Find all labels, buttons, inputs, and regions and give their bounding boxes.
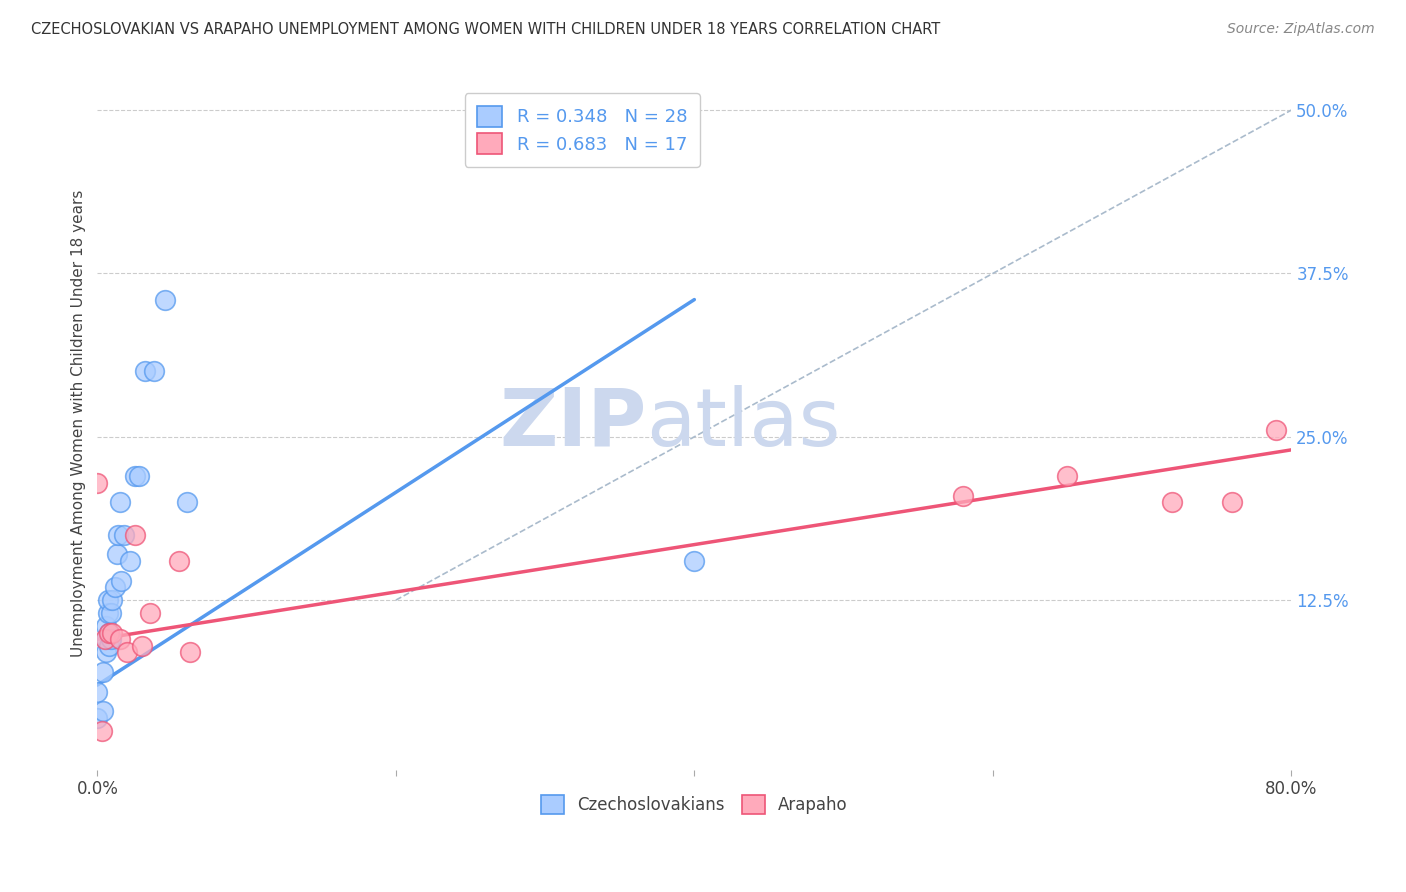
Point: [1161, 495, 1184, 509]
Point: [683, 554, 706, 568]
Point: [98, 625, 121, 640]
Point: [98, 639, 121, 653]
Point: [179, 645, 201, 659]
Point: [128, 469, 150, 483]
Point: [112, 528, 135, 542]
Point: [101, 593, 124, 607]
Text: Source: ZipAtlas.com: Source: ZipAtlas.com: [1227, 22, 1375, 37]
Point: [115, 645, 138, 659]
Point: [96, 632, 118, 647]
Point: [100, 606, 122, 620]
Point: [94, 632, 117, 647]
Point: [120, 554, 142, 568]
Point: [169, 554, 191, 568]
Point: [108, 495, 131, 509]
Point: [131, 639, 153, 653]
Point: [153, 293, 176, 307]
Y-axis label: Unemployment Among Women with Children Under 18 years: Unemployment Among Women with Children U…: [72, 190, 86, 657]
Point: [101, 625, 124, 640]
Point: [1056, 469, 1078, 483]
Point: [107, 528, 129, 542]
Text: ZIP: ZIP: [499, 384, 647, 463]
Point: [176, 495, 198, 509]
Point: [100, 632, 122, 647]
Point: [124, 469, 146, 483]
Legend: Czechoslovakians, Arapaho: Czechoslovakians, Arapaho: [531, 785, 858, 824]
Point: [91, 704, 114, 718]
Point: [138, 606, 160, 620]
Text: atlas: atlas: [647, 384, 841, 463]
Point: [86, 684, 108, 698]
Point: [104, 580, 127, 594]
Point: [124, 528, 146, 542]
Point: [134, 364, 156, 378]
Point: [143, 364, 166, 378]
Point: [91, 665, 114, 679]
Point: [98, 625, 121, 640]
Point: [1220, 495, 1243, 509]
Point: [86, 711, 108, 725]
Point: [97, 606, 120, 620]
Point: [952, 489, 974, 503]
Point: [108, 632, 131, 647]
Point: [90, 723, 112, 738]
Point: [105, 548, 128, 562]
Point: [1265, 423, 1288, 437]
Point: [110, 574, 132, 588]
Point: [96, 645, 118, 659]
Point: [96, 619, 118, 633]
Point: [97, 593, 120, 607]
Text: CZECHOSLOVAKIAN VS ARAPAHO UNEMPLOYMENT AMONG WOMEN WITH CHILDREN UNDER 18 YEARS: CZECHOSLOVAKIAN VS ARAPAHO UNEMPLOYMENT …: [31, 22, 941, 37]
Point: [86, 475, 108, 490]
